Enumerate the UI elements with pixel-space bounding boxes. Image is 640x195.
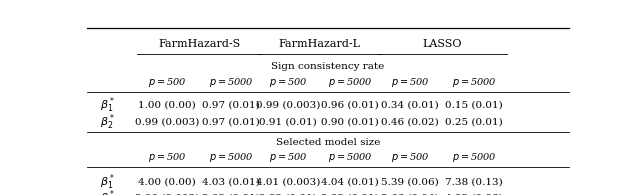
- Text: FarmHazard-S: FarmHazard-S: [158, 39, 240, 49]
- Text: $\beta_1^*$: $\beta_1^*$: [100, 95, 115, 115]
- Text: $\beta_2^*$: $\beta_2^*$: [100, 113, 115, 132]
- Text: 4.04 (0.01): 4.04 (0.01): [321, 177, 379, 186]
- Text: 1.00 (0.00): 1.00 (0.00): [138, 101, 196, 110]
- Text: $p = $5000: $p = $5000: [328, 76, 372, 89]
- Text: $p = $500: $p = $500: [390, 76, 429, 89]
- Text: $p = $500: $p = $500: [269, 76, 308, 89]
- Text: 3.02 (0.01): 3.02 (0.01): [202, 194, 260, 195]
- Text: $p = $5000: $p = $5000: [209, 151, 253, 164]
- Text: Sign consistency rate: Sign consistency rate: [271, 62, 385, 71]
- Text: $\beta_1^*$: $\beta_1^*$: [100, 172, 115, 192]
- Text: $p = $5000: $p = $5000: [209, 76, 253, 89]
- Text: 5.39 (0.06): 5.39 (0.06): [381, 177, 438, 186]
- Text: 0.15 (0.01): 0.15 (0.01): [445, 101, 503, 110]
- Text: 0.90 (0.01): 0.90 (0.01): [321, 118, 379, 127]
- Text: $p = $500: $p = $500: [148, 151, 186, 164]
- Text: FarmHazard-L: FarmHazard-L: [278, 39, 360, 49]
- Text: 3.66 (0.04): 3.66 (0.04): [381, 194, 438, 195]
- Text: 4.01 (0.003): 4.01 (0.003): [256, 177, 321, 186]
- Text: 0.96 (0.01): 0.96 (0.01): [321, 101, 379, 110]
- Text: $p = $5000: $p = $5000: [452, 151, 497, 164]
- Text: 4.03 (0.01): 4.03 (0.01): [202, 177, 260, 186]
- Text: 4.93 (0.08): 4.93 (0.08): [445, 194, 503, 195]
- Text: $\beta_2^*$: $\beta_2^*$: [100, 189, 115, 195]
- Text: 7.38 (0.13): 7.38 (0.13): [445, 177, 503, 186]
- Text: $p = $5000: $p = $5000: [328, 151, 372, 164]
- Text: 2.92 (0.01): 2.92 (0.01): [321, 194, 379, 195]
- Text: $p = $500: $p = $500: [390, 151, 429, 164]
- Text: 0.91 (0.01): 0.91 (0.01): [259, 118, 317, 127]
- Text: 0.99 (0.003): 0.99 (0.003): [134, 118, 199, 127]
- Text: 0.97 (0.01): 0.97 (0.01): [202, 118, 260, 127]
- Text: LASSO: LASSO: [422, 39, 462, 49]
- Text: 3.00 (0.003): 3.00 (0.003): [134, 194, 199, 195]
- Text: 0.34 (0.01): 0.34 (0.01): [381, 101, 438, 110]
- Text: $p = $500: $p = $500: [148, 76, 186, 89]
- Text: 0.46 (0.02): 0.46 (0.02): [381, 118, 438, 127]
- Text: 0.25 (0.01): 0.25 (0.01): [445, 118, 503, 127]
- Text: $p = $5000: $p = $5000: [452, 76, 497, 89]
- Text: 4.00 (0.00): 4.00 (0.00): [138, 177, 196, 186]
- Text: 2.92 (0.01): 2.92 (0.01): [259, 194, 317, 195]
- Text: 0.97 (0.01): 0.97 (0.01): [202, 101, 260, 110]
- Text: 0.99 (0.003): 0.99 (0.003): [256, 101, 321, 110]
- Text: Selected model size: Selected model size: [276, 138, 380, 147]
- Text: $p = $500: $p = $500: [269, 151, 308, 164]
